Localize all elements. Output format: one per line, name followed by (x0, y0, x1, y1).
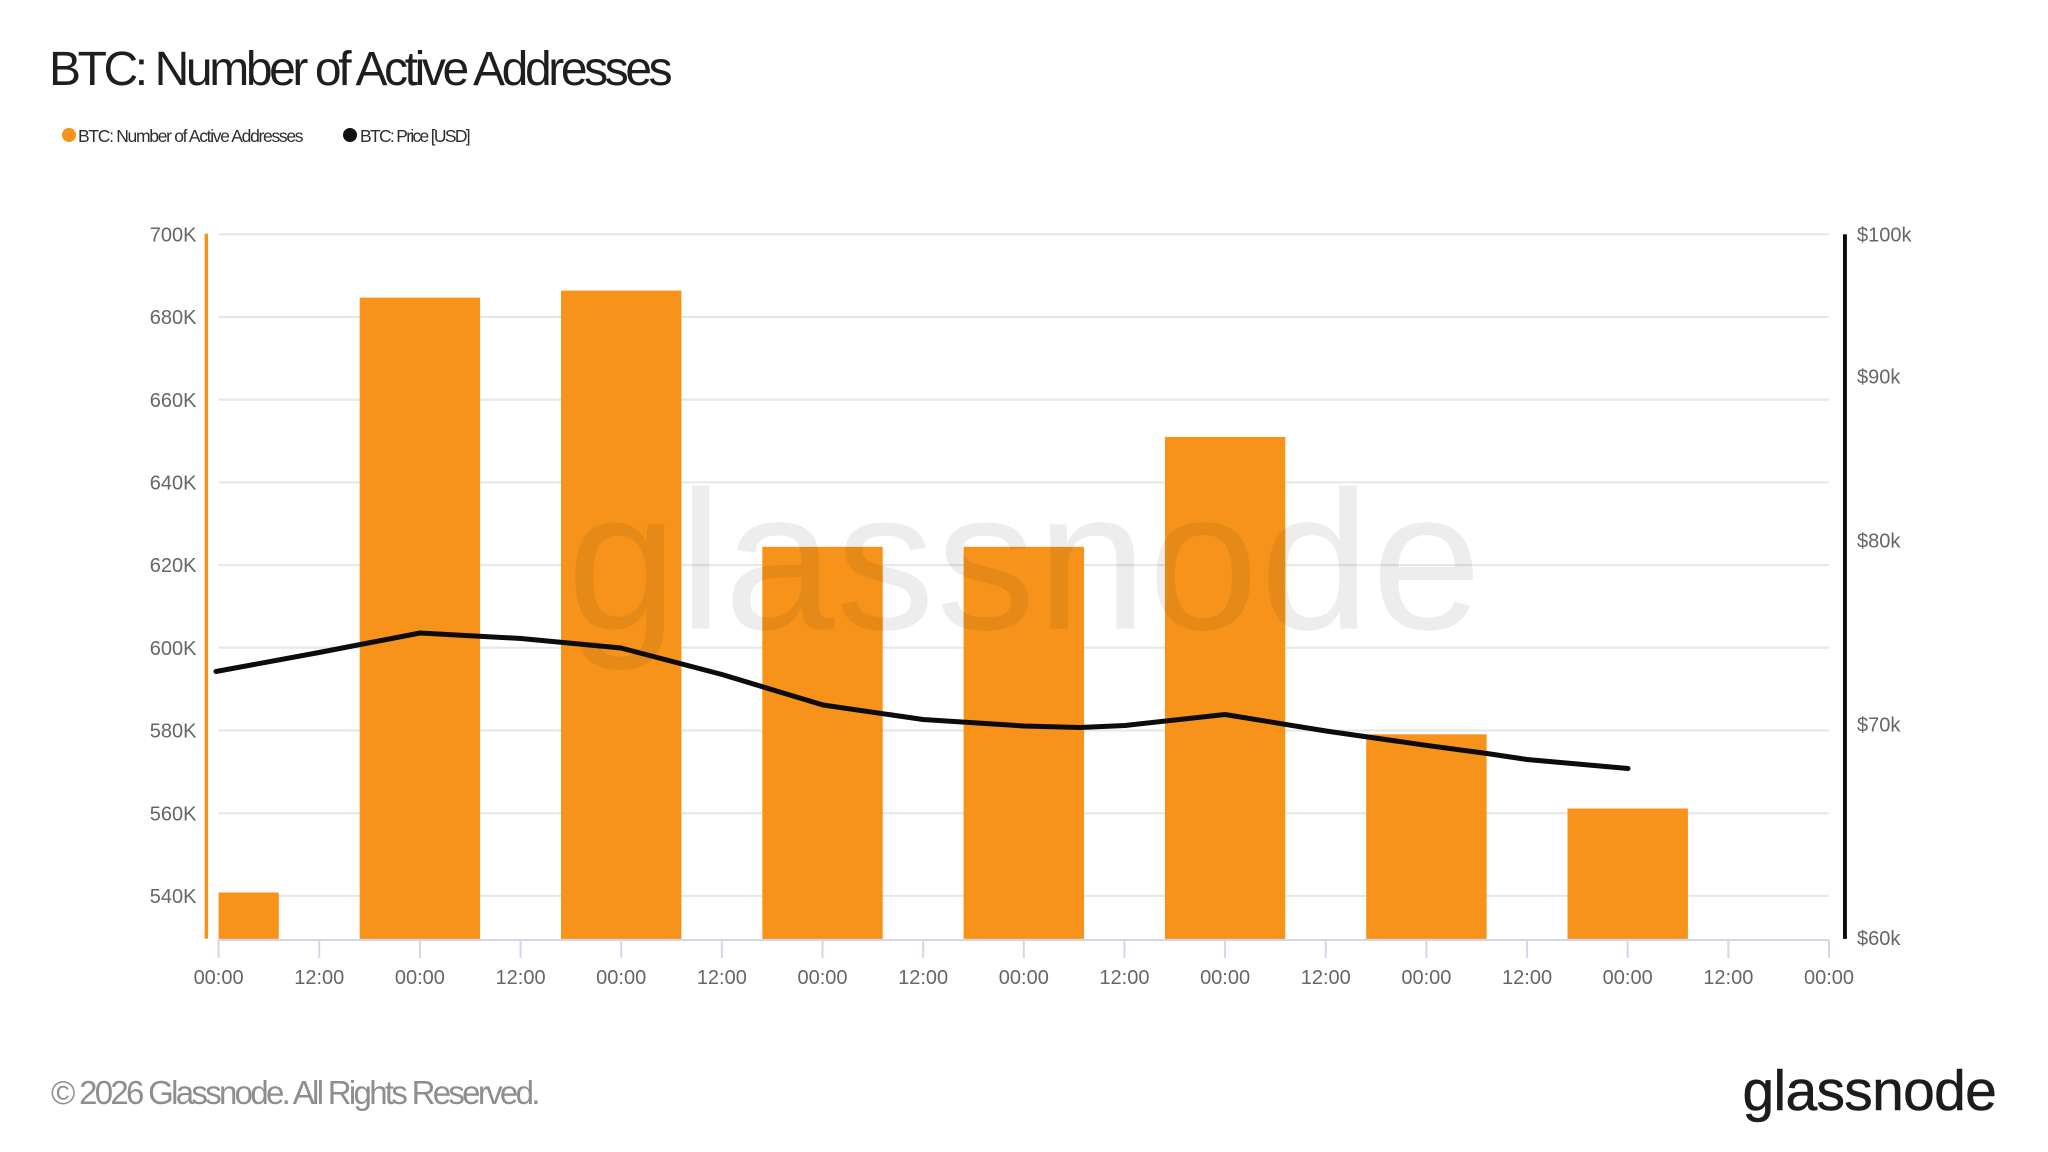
svg-text:$60k: $60k (1857, 928, 1901, 950)
svg-text:$70k: $70k (1857, 715, 1901, 737)
svg-text:$100k: $100k (1857, 224, 1912, 246)
svg-text:12:00: 12:00 (1703, 967, 1753, 989)
svg-text:600K: 600K (150, 638, 197, 660)
svg-text:660K: 660K (150, 390, 197, 412)
svg-text:00:00: 00:00 (1200, 967, 1250, 989)
svg-text:00:00: 00:00 (395, 967, 445, 989)
svg-text:$90k: $90k (1857, 367, 1901, 389)
svg-text:12:00: 12:00 (294, 967, 344, 989)
svg-text:12:00: 12:00 (1502, 967, 1552, 989)
svg-text:00:00: 00:00 (1401, 967, 1451, 989)
svg-text:$80k: $80k (1857, 531, 1901, 553)
svg-text:00:00: 00:00 (999, 967, 1049, 989)
svg-text:12:00: 12:00 (898, 967, 948, 989)
svg-text:glassnode: glassnode (567, 450, 1483, 671)
svg-text:620K: 620K (150, 555, 197, 577)
svg-text:680K: 680K (150, 307, 197, 329)
svg-text:00:00: 00:00 (797, 967, 847, 989)
svg-text:560K: 560K (150, 803, 197, 825)
svg-text:00:00: 00:00 (1603, 967, 1653, 989)
svg-text:00:00: 00:00 (1804, 967, 1854, 989)
svg-text:12:00: 12:00 (697, 967, 747, 989)
svg-text:12:00: 12:00 (1099, 967, 1149, 989)
svg-text:700K: 700K (150, 224, 197, 246)
svg-text:12:00: 12:00 (1301, 967, 1351, 989)
svg-text:00:00: 00:00 (194, 967, 244, 989)
svg-text:640K: 640K (150, 473, 197, 495)
svg-text:00:00: 00:00 (596, 967, 646, 989)
svg-text:580K: 580K (150, 721, 197, 743)
svg-text:12:00: 12:00 (496, 967, 546, 989)
svg-text:540K: 540K (150, 886, 197, 908)
